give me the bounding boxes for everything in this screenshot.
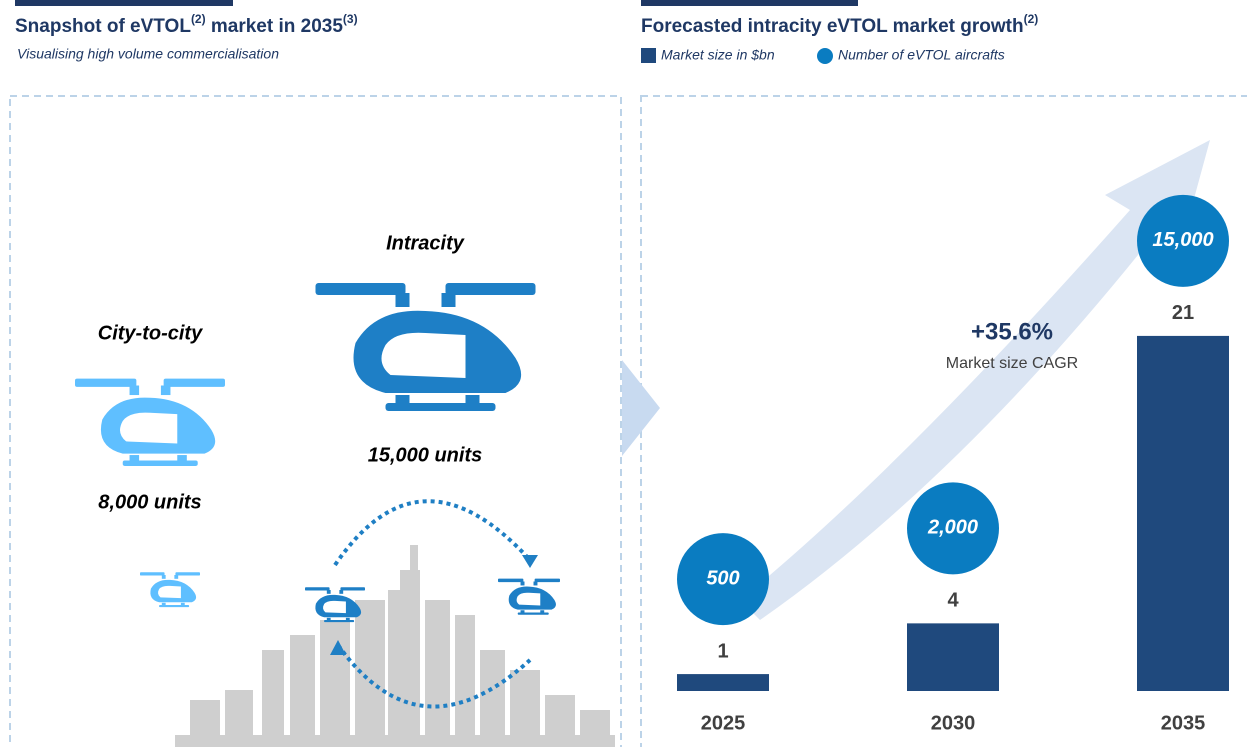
annotation: +35.6% <box>971 318 1053 345</box>
legend-swatch <box>817 48 833 64</box>
arrow-head <box>522 555 538 568</box>
drone-icon <box>140 572 200 608</box>
bar <box>1137 335 1229 691</box>
left-panel <box>9 95 622 747</box>
drone-icon <box>75 378 225 466</box>
legend-entry: Number of eVTOL aircrafts <box>838 47 1005 63</box>
aircraft-bubble <box>907 482 999 575</box>
aircraft-label: 15,000 <box>1152 229 1213 251</box>
legend-swatch <box>641 48 656 63</box>
growth-arrow <box>740 140 1210 620</box>
bar-value-label: 1 <box>717 640 728 662</box>
chart-title: Forecasted intracity eVTOL market growth… <box>641 12 1038 37</box>
units-label: 15,000 units <box>368 444 483 466</box>
drone-icon <box>498 578 560 615</box>
drone-icon <box>315 283 536 411</box>
legend-entry: Market size in $bn <box>661 47 775 63</box>
skyline <box>175 545 615 747</box>
bar <box>677 674 769 691</box>
aircraft-label: 500 <box>706 567 739 589</box>
aircraft-label: 2,000 <box>927 517 978 539</box>
left-subtitle: Visualising high volume commercialisatio… <box>17 46 279 62</box>
loop-arrow <box>333 499 532 567</box>
aircraft-bubble <box>677 533 769 626</box>
arrow-head <box>330 640 346 655</box>
header-bar <box>15 0 233 6</box>
units-label: 8,000 units <box>98 491 201 513</box>
loop-arrow <box>336 643 532 709</box>
segment-label: City-to-city <box>98 322 203 344</box>
x-tick-label: 2035 <box>1161 712 1206 734</box>
bar <box>907 623 999 691</box>
annotation: Market size CAGR <box>946 355 1078 372</box>
x-tick-label: 2030 <box>931 712 976 734</box>
bar-value-label: 21 <box>1172 302 1194 324</box>
chevron <box>622 360 660 456</box>
bar-value-label: 4 <box>947 590 959 612</box>
x-tick-label: 2025 <box>701 712 746 734</box>
left-title: Snapshot of eVTOL(2) market in 2035(3) <box>15 12 358 37</box>
segment-label: Intracity <box>386 232 465 254</box>
header-bar <box>641 0 858 6</box>
drone-icon <box>305 587 365 623</box>
aircraft-bubble <box>1137 194 1229 287</box>
